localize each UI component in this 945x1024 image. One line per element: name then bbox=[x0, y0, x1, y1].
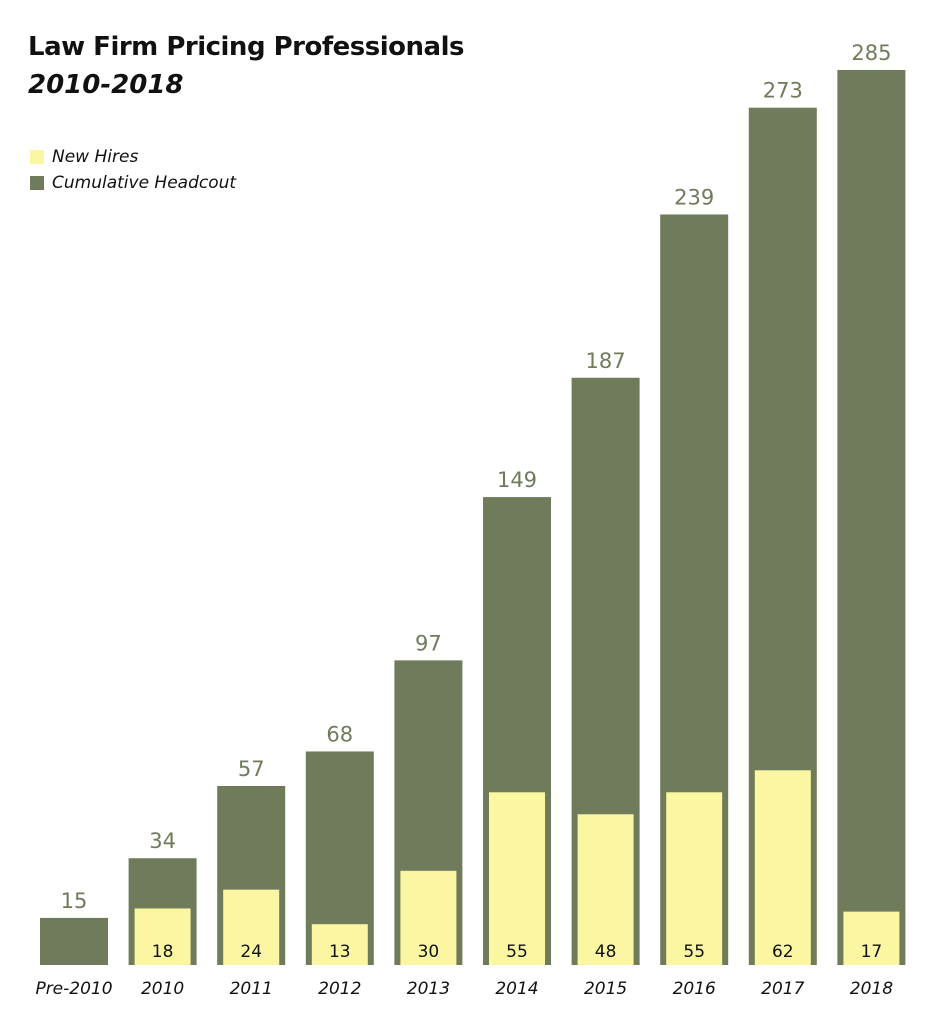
bar-cumulative-pre-2010 bbox=[40, 917, 108, 965]
x-tick-label-2015: 2015 bbox=[584, 979, 627, 999]
bar-new-hires-2014 bbox=[489, 792, 545, 965]
label-new-hires-2015: 48 bbox=[595, 942, 617, 962]
legend-swatch-cumulative bbox=[30, 176, 44, 190]
bar-new-hires-2010 bbox=[134, 908, 191, 965]
label-new-hires-2014: 55 bbox=[506, 942, 528, 962]
legend-swatch-new-hires bbox=[30, 150, 44, 164]
chart-title: Law Firm Pricing Professionals bbox=[28, 32, 464, 62]
label-new-hires-2013: 30 bbox=[418, 942, 440, 962]
label-new-hires-2012: 13 bbox=[329, 942, 351, 962]
bar-new-hires-2018 bbox=[843, 911, 900, 965]
bar-new-hires-2015 bbox=[577, 814, 634, 965]
label-cumulative-2018: 285 bbox=[851, 41, 891, 65]
x-tick-label-2018: 2018 bbox=[850, 979, 893, 999]
legend-item-cumulative: Cumulative Headcout bbox=[30, 170, 236, 196]
chart-subtitle: 2010-2018 bbox=[28, 70, 184, 100]
bar-new-hires-2011 bbox=[223, 889, 280, 965]
legend-label-cumulative: Cumulative Headcout bbox=[52, 173, 237, 193]
x-tick-label-pre-2010: Pre-2010 bbox=[35, 979, 112, 999]
bar-new-hires-2012 bbox=[311, 924, 368, 965]
label-new-hires-2011: 24 bbox=[240, 942, 262, 962]
x-tick-label-2010: 2010 bbox=[141, 979, 184, 999]
x-tick-label-2014: 2014 bbox=[495, 979, 538, 999]
legend-item-new-hires: New Hires bbox=[30, 144, 236, 170]
x-tick-label-2016: 2016 bbox=[673, 979, 716, 999]
label-new-hires-2017: 62 bbox=[772, 942, 794, 962]
x-tick-label-2012: 2012 bbox=[318, 979, 361, 999]
label-cumulative-2013: 97 bbox=[415, 631, 442, 655]
bar-cumulative-2018 bbox=[837, 70, 906, 965]
label-cumulative-pre-2010: 15 bbox=[61, 889, 88, 913]
legend-label-new-hires: New Hires bbox=[52, 147, 139, 167]
label-cumulative-2014: 149 bbox=[497, 468, 537, 492]
x-tick-label-2017: 2017 bbox=[761, 979, 804, 999]
x-tick-label-2011: 2011 bbox=[230, 979, 273, 999]
legend: New Hires Cumulative Headcout bbox=[30, 144, 236, 196]
label-cumulative-2015: 187 bbox=[586, 349, 626, 373]
bar-new-hires-2016 bbox=[666, 792, 723, 965]
label-cumulative-2010: 34 bbox=[149, 829, 176, 853]
bar-new-hires-2017 bbox=[754, 770, 811, 965]
label-cumulative-2011: 57 bbox=[238, 757, 265, 781]
label-cumulative-2016: 239 bbox=[674, 185, 714, 209]
label-cumulative-2012: 68 bbox=[326, 722, 353, 746]
label-new-hires-2016: 55 bbox=[683, 942, 705, 962]
label-cumulative-2017: 273 bbox=[763, 79, 803, 103]
x-tick-label-2013: 2013 bbox=[407, 979, 450, 999]
label-new-hires-2018: 17 bbox=[861, 942, 883, 962]
bar-new-hires-2013 bbox=[400, 870, 457, 965]
label-new-hires-2010: 18 bbox=[152, 942, 174, 962]
